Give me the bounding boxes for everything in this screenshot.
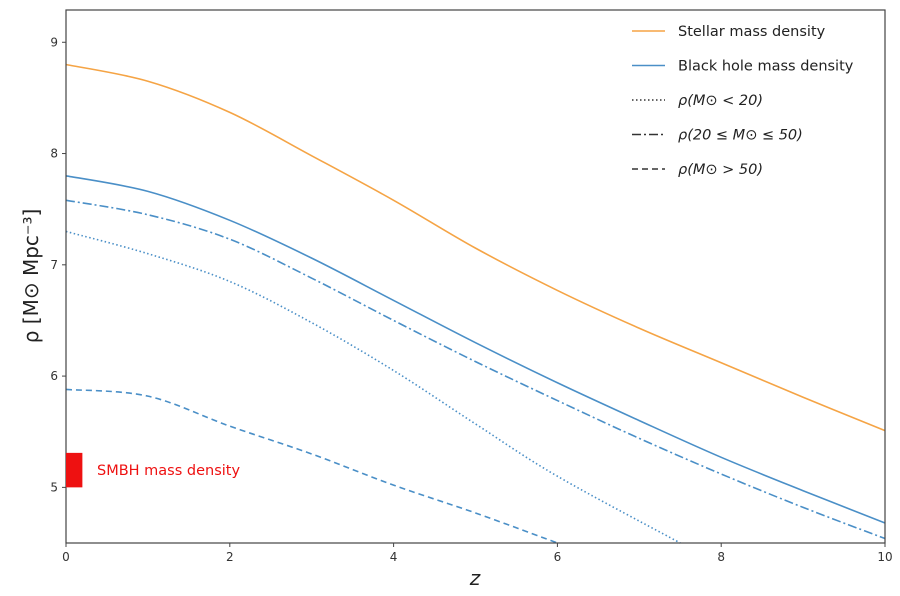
- x-tick-label: 0: [62, 550, 70, 564]
- series-line-3: [65, 199, 886, 540]
- x-axis-label: z: [469, 566, 481, 590]
- legend-label: ρ(M⊙ < 20): [678, 93, 763, 109]
- smbh-label: SMBH mass density: [97, 463, 240, 479]
- series-line-1: [65, 175, 886, 524]
- legend-label: ρ(M⊙ > 50): [678, 162, 763, 178]
- x-ticks: 0 2 4 6 8 10: [62, 543, 893, 564]
- y-ticks: 5 6 7 8 9: [50, 35, 66, 494]
- series-line-2: [65, 230, 681, 544]
- smbh-bar: [66, 452, 83, 488]
- legend-label: Black hole mass density: [678, 59, 854, 75]
- x-tick-label: 4: [390, 550, 398, 564]
- x-tick-label: 10: [877, 550, 892, 564]
- y-axis-label: ρ [M⊙ Mpc⁻³]: [19, 209, 43, 344]
- y-tick-label: 9: [50, 35, 58, 49]
- y-tick-label: 6: [50, 369, 58, 383]
- legend: Stellar mass density Black hole mass dens…: [632, 24, 854, 178]
- legend-label: ρ(20 ≤ M⊙ ≤ 50): [678, 128, 803, 144]
- x-tick-label: 8: [717, 550, 725, 564]
- plot-frame: [65, 9, 886, 544]
- series-line-4: [65, 388, 558, 544]
- y-tick-label: 7: [50, 258, 58, 272]
- x-tick-label: 2: [226, 550, 234, 564]
- series-lines: [65, 63, 886, 544]
- x-tick-label: 6: [554, 550, 562, 564]
- y-tick-label: 5: [50, 480, 58, 494]
- y-tick-label: 8: [50, 147, 58, 161]
- legend-label: Stellar mass density: [678, 24, 826, 40]
- series-line-0: [65, 63, 886, 432]
